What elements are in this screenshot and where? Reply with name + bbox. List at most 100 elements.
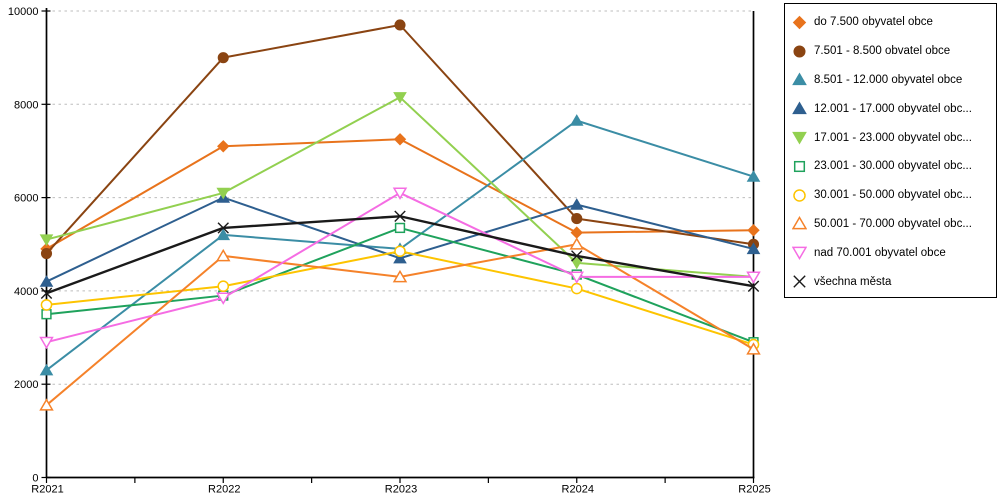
- triangle-up-marker-icon: [746, 342, 761, 355]
- legend-item: nad 70.001 obyvatel obce: [792, 238, 996, 267]
- legend-item: do 7.500 obyvatel obce: [792, 8, 996, 37]
- series-2: [39, 114, 761, 376]
- legend-marker: [793, 45, 806, 58]
- circle-marker-icon: [40, 248, 53, 260]
- diamond-marker-icon: [570, 226, 583, 239]
- x-tick-label: R2022: [208, 484, 240, 496]
- legend-label: 7.501 - 8.500 obvatel obce: [814, 45, 951, 58]
- triangle-down-marker-icon: [216, 292, 231, 305]
- x-tick-label: R2024: [562, 484, 594, 496]
- triangle-down-marker-icon: [216, 187, 231, 200]
- triangle-down-marker-icon: [392, 187, 408, 200]
- series-9: [40, 210, 760, 299]
- triangle-up-marker-icon: [792, 216, 807, 230]
- x-marker-icon: [793, 275, 806, 288]
- x-marker-icon: [571, 250, 583, 262]
- series-line: [46, 250, 754, 346]
- chart-legend: do 7.500 obyvatel obce 7.501 - 8.500 obva…: [784, 3, 997, 298]
- triangle-up-marker-icon: [569, 198, 584, 210]
- legend-item: všechna města: [792, 267, 996, 296]
- legend-marker: [792, 131, 807, 145]
- diamond-marker-icon: [393, 133, 407, 146]
- diamond-marker-icon: [217, 140, 230, 153]
- legend-label: 30.001 - 50.000 obyvatel obc...: [814, 189, 972, 202]
- legend-item: 8.501 - 12.000 obyvatel obce: [792, 66, 996, 95]
- triangle-up-marker-icon: [792, 101, 807, 115]
- circle-marker-icon: [793, 188, 806, 202]
- triangle-up-marker-icon: [746, 242, 761, 255]
- y-tick-label: 2000: [14, 379, 38, 391]
- triangle-up-marker-icon: [746, 170, 761, 182]
- x-marker-icon: [747, 280, 760, 292]
- triangle-down-marker-icon: [792, 131, 807, 145]
- triangle-down-marker-icon: [569, 271, 584, 284]
- x-tick-label: R2025: [738, 484, 770, 496]
- y-tick-label: 8000: [14, 99, 38, 111]
- series-8: [39, 187, 761, 350]
- legend-marker: [792, 246, 807, 261]
- legend-label: 8.501 - 12.000 obyvatel obce: [814, 73, 963, 86]
- legend-label: nad 70.001 obyvatel obce: [814, 246, 946, 259]
- triangle-up-marker-icon: [393, 251, 407, 264]
- legend-item: 50.001 - 70.000 obyvatel obc...: [792, 210, 996, 239]
- circle-marker-icon: [40, 299, 53, 311]
- y-tick-label: 0: [32, 473, 38, 485]
- triangle-up-marker-icon: [216, 248, 231, 262]
- triangle-up-marker-icon: [216, 228, 231, 241]
- legend-marker: [792, 216, 807, 230]
- square-marker-icon: [793, 160, 806, 172]
- legend-item: 7.501 - 8.500 obvatel obce: [792, 37, 996, 66]
- square-marker-icon: [41, 309, 52, 320]
- x-tick-label: R2021: [31, 484, 63, 496]
- circle-marker-icon: [394, 245, 406, 258]
- diamond-marker-icon: [792, 15, 807, 30]
- series-7: [39, 237, 761, 411]
- gridlines: [46, 10, 754, 385]
- legend-label: 12.001 - 17.000 obyvatel obc...: [814, 102, 972, 115]
- series-5: [41, 222, 759, 348]
- legend-item: 12.001 - 17.000 obyvatel obc...: [792, 94, 996, 123]
- legend-label: do 7.500 obyvatel obce: [814, 16, 933, 29]
- legend-marker: [793, 188, 806, 202]
- triangle-down-marker-icon: [792, 246, 807, 261]
- triangle-up-marker-icon: [39, 363, 54, 376]
- triangle-up-marker-icon: [39, 398, 54, 411]
- legend-item: 23.001 - 30.000 obyvatel obc...: [792, 152, 996, 181]
- circle-marker-icon: [394, 19, 406, 31]
- triangle-down-marker-icon: [393, 92, 407, 104]
- triangle-down-marker-icon: [39, 234, 54, 247]
- square-marker-icon: [394, 222, 406, 234]
- triangle-up-marker-icon: [792, 72, 807, 86]
- triangle-down-marker-icon: [569, 257, 584, 270]
- circle-marker-icon: [217, 52, 229, 64]
- legend-item: 17.001 - 23.000 obyvatel obc...: [792, 123, 996, 152]
- triangle-down-marker-icon: [746, 271, 761, 284]
- circle-marker-icon: [571, 213, 583, 225]
- legend-label: 17.001 - 23.000 obyvatel obc...: [814, 131, 972, 144]
- diamond-marker-icon: [747, 224, 760, 237]
- legend-label: všechna města: [814, 275, 892, 288]
- y-tick-label: 4000: [14, 286, 38, 298]
- x-tick-label: R2023: [385, 484, 417, 496]
- legend-label: 50.001 - 70.000 obyvatel obc...: [814, 217, 972, 230]
- legend-label: 23.001 - 30.000 obyvatel obc...: [814, 160, 972, 173]
- legend-marker: [793, 275, 806, 288]
- x-marker-icon: [217, 222, 229, 234]
- series-3: [39, 191, 761, 287]
- legend-marker: [792, 15, 807, 30]
- circle-marker-icon: [217, 280, 230, 293]
- triangle-up-marker-icon: [392, 269, 408, 283]
- triangle-up-marker-icon: [569, 114, 584, 126]
- legend-marker: [792, 101, 807, 115]
- axes: 0 2000 4000 6000 8000 10000 R2021 R2022 R2023 R20…: [8, 6, 771, 496]
- triangle-up-marker-icon: [569, 237, 584, 250]
- y-tick-label: 6000: [14, 193, 38, 205]
- y-tick-label: 10000: [8, 6, 39, 18]
- circle-marker-icon: [793, 45, 806, 58]
- x-marker-icon: [40, 287, 53, 299]
- triangle-up-marker-icon: [39, 275, 54, 287]
- x-marker-icon: [394, 210, 406, 222]
- legend-marker: [792, 72, 807, 86]
